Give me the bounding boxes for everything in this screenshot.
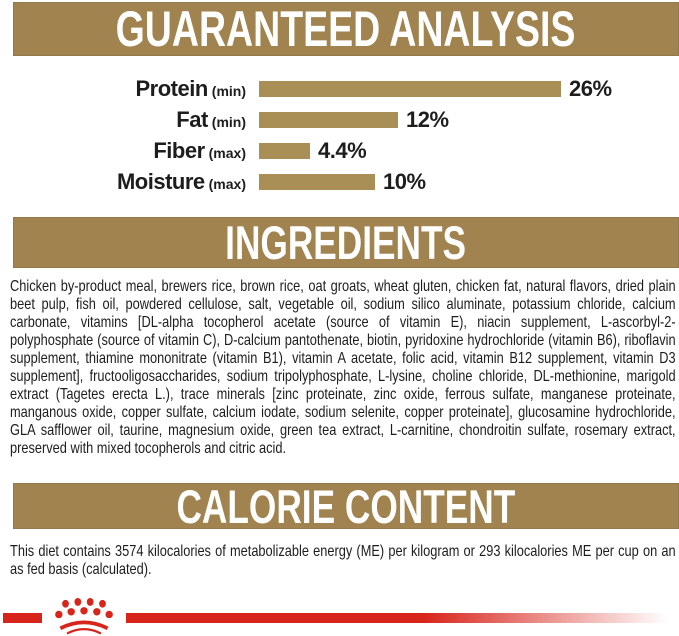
chart-row-fat: Fat (min) 12% xyxy=(0,104,679,135)
chart-label: Fat (min) xyxy=(0,107,246,133)
ingredients-band: INGREDIENTS xyxy=(13,217,679,268)
ingredients-section: Chicken by-product meal, brewers rice, b… xyxy=(10,278,679,473)
bar-value-fat: 12% xyxy=(406,106,449,132)
guaranteed-analysis-band: GUARANTEED ANALYSIS xyxy=(13,2,679,56)
guaranteed-analysis-title: GUARANTEED ANALYSIS xyxy=(116,1,576,57)
bar-value-fiber: 4.4% xyxy=(318,137,367,163)
chart-label: Moisture (max) xyxy=(0,169,246,195)
bar-value-protein: 26% xyxy=(569,75,612,101)
bar-fat xyxy=(259,111,398,128)
calorie-content-band: CALORIE CONTENT xyxy=(13,479,679,533)
chart-label: Protein (min) xyxy=(0,76,246,102)
chart-row-fiber: Fiber (max) 4.4% xyxy=(0,135,679,166)
calorie-content-text: This diet contains 3574 kilocalories of … xyxy=(10,543,676,578)
chart-row-protein: Protein (min) 26% xyxy=(0,73,679,104)
ingredients-text: Chicken by-product meal, brewers rice, b… xyxy=(10,278,676,457)
ingredients-title: INGREDIENTS xyxy=(225,216,467,269)
bar-moisture xyxy=(259,173,375,190)
bar-value-moisture: 10% xyxy=(383,168,426,194)
bar-protein xyxy=(259,80,561,97)
nutrient-label: Moisture xyxy=(116,168,205,194)
chart-row-moisture: Moisture (max) 10% xyxy=(0,166,679,197)
red-rule-left xyxy=(3,613,42,623)
bar-fiber xyxy=(259,142,310,159)
brand-footer xyxy=(0,597,679,636)
red-rule-right-fade xyxy=(126,613,668,623)
nutrient-label: Protein xyxy=(135,75,208,101)
nutrient-label: Fat xyxy=(176,106,208,132)
chart-label: Fiber (max) xyxy=(0,138,246,164)
guaranteed-analysis-chart: Protein (min) 26% Fat (min) 12% Fiber (max)… xyxy=(0,56,679,197)
nutrient-qualifier: (max) xyxy=(208,144,246,161)
nutrient-label: Fiber xyxy=(153,137,205,163)
royal-canin-crown-logo xyxy=(55,598,113,635)
calorie-content-title: CALORIE CONTENT xyxy=(176,479,516,533)
nutrient-qualifier: (min) xyxy=(211,113,246,130)
calorie-content-section: This diet contains 3574 kilocalories of … xyxy=(10,543,679,587)
nutrient-qualifier: (max) xyxy=(208,175,246,192)
nutrient-qualifier: (min) xyxy=(211,82,246,99)
